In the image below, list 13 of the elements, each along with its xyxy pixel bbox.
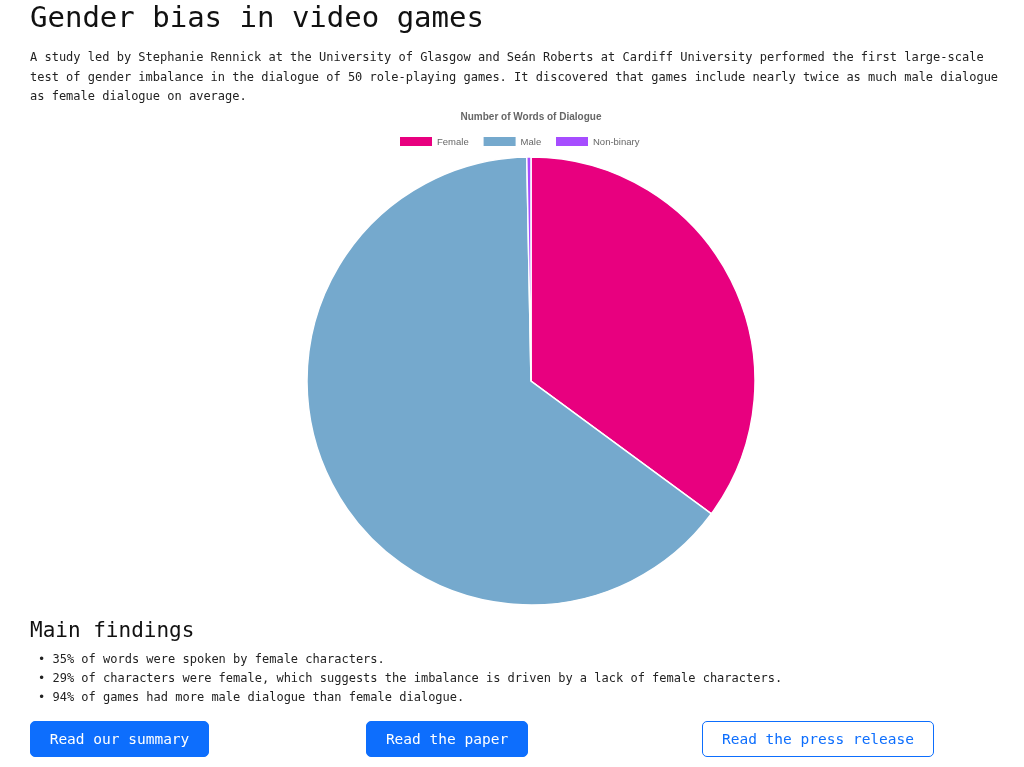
button: Read the paper [366, 721, 528, 757]
chart-subtitle: A study led by Stephanie Rennick at the University of Glasgow and Seán Roberts at Cardiff University performed the first large-scale test of gender imbalance in the dialogue of 50 role-playing games. It discovered that games include nearly twice as much male dialogue as female dialogue on average. [30, 49, 1000, 105]
button: Read our summary [30, 721, 209, 757]
button: Read the press release [702, 721, 934, 757]
legend-title: Number of Words of Dialogue [460, 111, 602, 122]
legend-label: Female [437, 136, 469, 147]
text: • 35% of words were spoken by female characters. [38, 651, 386, 668]
text: Main findings [30, 618, 195, 642]
legend-label: Non-binary [593, 136, 640, 147]
text: • 94% of games had more male dialogue than female dialogue. [38, 689, 466, 706]
legend-label: Male [520, 136, 542, 147]
chart-title: Gender bias in video games [30, 0, 484, 34]
text: • 29% of characters were female, which suggests the imbalance is driven by a lack of female characters. [38, 670, 783, 687]
